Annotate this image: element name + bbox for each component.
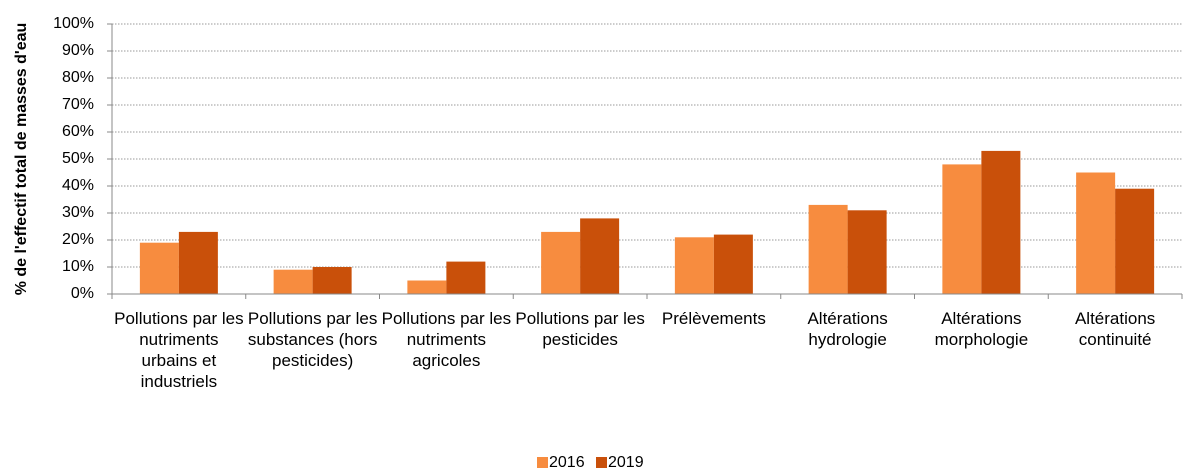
y-tick-label: 20% bbox=[62, 231, 94, 248]
x-tick-label: Pollutions par les nutriments agricoles bbox=[381, 309, 512, 370]
legend-label: 2016 bbox=[549, 454, 585, 471]
x-tick-label: Pollutions par les nutriments urbains et… bbox=[114, 309, 244, 391]
bar bbox=[713, 234, 753, 294]
legend-label: 2019 bbox=[608, 454, 644, 471]
bar bbox=[407, 280, 447, 294]
bar bbox=[178, 231, 218, 294]
bar bbox=[139, 242, 179, 294]
bar bbox=[580, 218, 620, 294]
y-tick-label: 40% bbox=[62, 177, 94, 194]
bar bbox=[541, 231, 581, 294]
legend-swatch bbox=[596, 457, 607, 468]
y-tick-label: 60% bbox=[62, 123, 94, 140]
y-tick-label: 0% bbox=[71, 285, 94, 302]
bar bbox=[942, 164, 982, 294]
x-tick-label: Altérations continuité bbox=[1074, 309, 1156, 349]
bar bbox=[981, 150, 1021, 294]
legend-swatch bbox=[537, 457, 548, 468]
y-tick-label: 100% bbox=[53, 15, 94, 32]
bar bbox=[312, 267, 352, 294]
bar bbox=[273, 269, 313, 294]
bar bbox=[674, 237, 714, 294]
bar bbox=[847, 210, 887, 294]
bar bbox=[1076, 172, 1116, 294]
x-tick-label: Pollutions par les pesticides bbox=[515, 309, 645, 349]
y-tick-label: 70% bbox=[62, 96, 94, 113]
y-axis-label: % de l'effectif total de masses d'eau bbox=[13, 23, 30, 296]
bar bbox=[1115, 188, 1155, 294]
bar bbox=[808, 204, 848, 294]
x-tick-label: Prélèvements bbox=[661, 309, 766, 328]
y-tick-label: 80% bbox=[62, 69, 94, 86]
y-tick-label: 30% bbox=[62, 204, 94, 221]
bar bbox=[446, 261, 486, 294]
y-tick-label: 10% bbox=[62, 258, 94, 275]
y-tick-label: 90% bbox=[62, 42, 94, 59]
y-tick-label: 50% bbox=[62, 150, 94, 167]
x-tick-label: Pollutions par les substances (hors pest… bbox=[247, 309, 378, 370]
x-tick-label: Altérations morphologie bbox=[934, 309, 1029, 349]
x-tick-label: Altérations hydrologie bbox=[807, 309, 888, 349]
